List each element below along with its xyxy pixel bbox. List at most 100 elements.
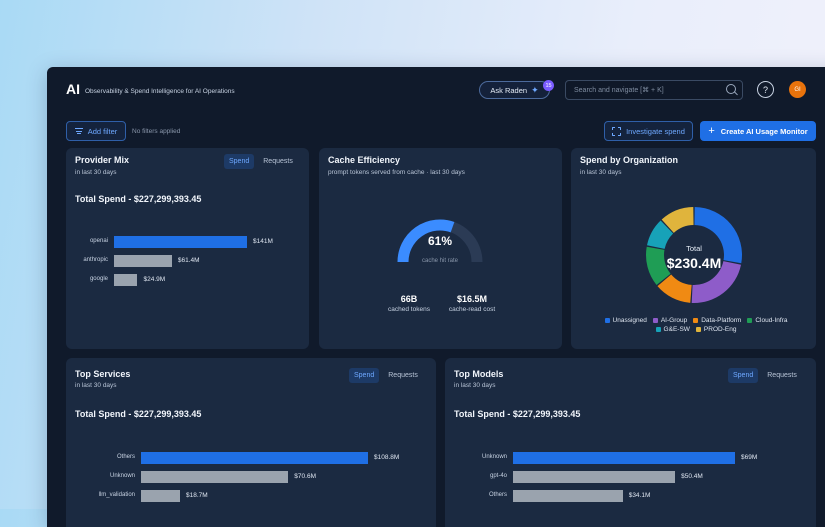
create-monitor-button[interactable]: + Create AI Usage Monitor <box>700 121 816 141</box>
card-title: Provider Mix <box>75 155 130 165</box>
tab-spend[interactable]: Spend <box>349 368 380 383</box>
cache-read-cost-label: cache-read cost <box>448 306 496 313</box>
legend-label: Unassigned <box>612 317 647 324</box>
org-legend: Unassigned AI-Group Data-Platform Cloud-Inf… <box>596 317 796 333</box>
spend-by-organization-card: Spend by Organization in last 30 days To… <box>571 148 816 349</box>
top-models-card: Top Models in last 30 days Spend Request… <box>445 358 816 527</box>
app-logo[interactable]: AI <box>66 81 80 97</box>
card-title: Spend by Organization <box>580 155 679 165</box>
avatar[interactable]: GI <box>789 81 806 98</box>
legend-label: Data-Platform <box>701 317 742 324</box>
provider-mix-card: Provider Mix in last 30 days Spend Reque… <box>66 148 309 349</box>
legend-item[interactable]: G&E-SW <box>655 326 690 333</box>
bar-value: $50.4M <box>681 473 703 480</box>
bar[interactable] <box>114 236 247 248</box>
help-icon[interactable]: ? <box>757 81 774 98</box>
card-subtitle: prompt tokens served from cache · last 3… <box>328 169 465 176</box>
tab-spend[interactable]: Spend <box>224 154 255 169</box>
app-window: AI Observability & Spend Intelligence fo… <box>47 67 825 527</box>
donut-segment[interactable] <box>646 220 674 249</box>
scan-icon <box>612 126 622 136</box>
tab-group: Spend Requests <box>224 154 298 169</box>
cache-hit-percent: 61% <box>427 234 453 248</box>
bar-label: Others <box>488 492 507 498</box>
tab-group: Spend Requests <box>349 368 423 383</box>
card-subtitle: in last 30 days <box>580 169 622 176</box>
tab-spend[interactable]: Spend <box>728 368 759 383</box>
bar-value: $108.8M <box>374 454 400 461</box>
bar-value: $18.7M <box>186 492 208 499</box>
bar-value: $34.1M <box>628 492 651 499</box>
legend-swatch <box>693 318 699 323</box>
bar[interactable] <box>513 471 676 483</box>
legend-item[interactable]: Unassigned <box>604 317 647 324</box>
card-title: Top Services <box>75 369 131 379</box>
bar[interactable] <box>114 274 138 286</box>
bar[interactable] <box>114 255 172 267</box>
legend-item[interactable]: PROD-Eng <box>695 326 737 333</box>
sparkle-icon: ✦ <box>531 84 539 95</box>
app-subtitle: Observability & Spend Intelligence for A… <box>85 88 235 95</box>
bar-value: $69M <box>741 454 758 461</box>
card-subtitle: in last 30 days <box>75 169 117 176</box>
tab-requests[interactable]: Requests <box>263 158 293 165</box>
legend-label: PROD-Eng <box>703 326 737 333</box>
card-subtitle: in last 30 days <box>75 382 117 389</box>
add-filter-button[interactable]: Add filter <box>66 121 126 141</box>
notification-badge: 15 <box>543 80 554 91</box>
ask-raden-button[interactable]: Ask Raden ✦ <box>479 81 550 99</box>
search-icon[interactable] <box>726 84 736 94</box>
legend-label: G&E-SW <box>663 326 690 333</box>
bar-label: google <box>89 276 108 282</box>
donut-segment[interactable] <box>657 274 692 303</box>
donut-center-value: $230.4M <box>666 255 722 271</box>
legend-swatch <box>747 318 753 323</box>
total-spend: Total Spend - $227,299,393.45 <box>454 409 581 419</box>
tab-requests[interactable]: Requests <box>388 372 418 379</box>
search-input[interactable]: Search and navigate [⌘ + K] <box>565 80 743 100</box>
cache-read-cost-value: $16.5M <box>456 294 488 304</box>
top-services-card: Top Services in last 30 days Spend Reque… <box>66 358 436 527</box>
bar[interactable] <box>513 490 623 502</box>
bar-value: $70.6M <box>294 473 316 480</box>
total-spend: Total Spend - $227,299,393.45 <box>75 409 202 419</box>
bar[interactable] <box>141 452 368 464</box>
donut-segment[interactable] <box>691 261 742 303</box>
donut-segment[interactable] <box>661 207 694 233</box>
filter-icon <box>74 128 83 134</box>
bar-label: Unknown <box>481 454 507 460</box>
toolbar: Add filter No filters applied Investigat… <box>47 121 825 143</box>
bar[interactable] <box>141 471 289 483</box>
cached-tokens-value: 66B <box>400 294 418 304</box>
ask-raden-label: Ask Raden <box>490 85 528 95</box>
plus-icon: + <box>708 125 715 137</box>
bar-label: openai <box>89 238 108 244</box>
investigate-label: Investigate spend <box>626 126 685 136</box>
gauge-fill <box>397 219 455 263</box>
legend-swatch <box>604 318 610 323</box>
bar[interactable] <box>513 452 735 464</box>
top-header: AI Observability & Spend Intelligence fo… <box>47 67 825 113</box>
add-filter-label: Add filter <box>87 126 118 136</box>
bar-value: $61.4M <box>177 257 200 264</box>
cache-gauge <box>397 219 483 263</box>
card-subtitle: in last 30 days <box>454 382 496 389</box>
legend-item[interactable]: AI-Group <box>652 317 687 324</box>
legend-item[interactable]: Data-Platform <box>693 317 741 324</box>
legend-label: Cloud-Infra <box>755 317 788 324</box>
legend-swatch <box>655 327 661 332</box>
legend-swatch <box>695 327 701 332</box>
bar-label: llm_validation <box>98 492 135 498</box>
donut-segment[interactable] <box>694 207 742 264</box>
donut-segment[interactable] <box>646 246 671 286</box>
bar-label: Unknown <box>109 473 135 479</box>
cache-hit-label: cache hit rate <box>421 258 459 264</box>
org-donut-chart <box>646 207 742 303</box>
legend-item[interactable]: Cloud-Infra <box>747 317 787 324</box>
bar-value: $24.9M <box>143 276 166 283</box>
tab-requests[interactable]: Requests <box>767 372 797 379</box>
bar[interactable] <box>141 490 181 502</box>
investigate-spend-button[interactable]: Investigate spend <box>604 121 693 141</box>
tab-group: Spend Requests <box>728 368 802 383</box>
filter-status: No filters applied <box>132 128 181 135</box>
